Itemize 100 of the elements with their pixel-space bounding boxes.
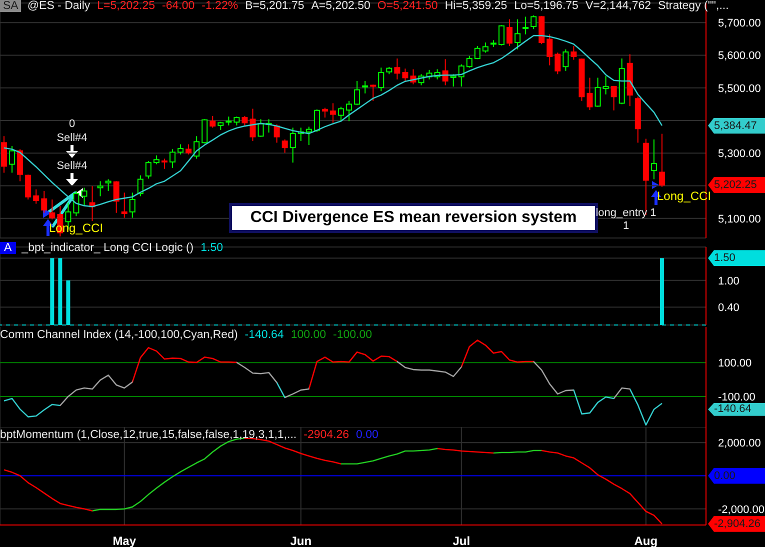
candlestick <box>274 124 280 144</box>
candlestick <box>530 14 537 30</box>
candlestick <box>450 74 456 88</box>
candlestick <box>474 46 480 60</box>
chart-title: bptMomentum (1,Close,12,true,15,false,false,1,19,3,1,1,... <box>0 429 297 441</box>
annotation: 100.00 <box>290 329 326 341</box>
candlestick <box>194 136 200 160</box>
annotation: 1.50 <box>200 242 224 254</box>
candlestick <box>290 127 296 164</box>
annotation: A <box>0 242 16 254</box>
candlestick <box>113 180 120 214</box>
annotation: -2904.26 <box>304 429 350 441</box>
annotation: A=5,202.50 <box>311 0 370 12</box>
candlestick <box>354 80 360 106</box>
candlestick <box>97 180 104 197</box>
annotation: B=5,201.75 <box>245 0 304 12</box>
candlestick <box>202 118 208 144</box>
annotation: -64.00 <box>162 0 195 12</box>
annotation: 0.00 <box>356 429 378 441</box>
candlestick <box>210 115 216 128</box>
chart-title: Comm Channel Index (14,-100,100,Cyan,Red) <box>0 329 238 341</box>
annotation: -1.22% <box>202 0 238 12</box>
candlestick <box>81 187 88 207</box>
candlestick <box>658 133 665 188</box>
candlestick <box>250 108 256 142</box>
y-tick-label: -100.00 <box>718 391 756 404</box>
candlestick <box>186 144 192 155</box>
text: 5,202.25 <box>714 179 757 192</box>
candlestick <box>506 18 513 47</box>
candlestick <box>522 16 529 35</box>
candlestick <box>178 144 184 155</box>
y-tick-label: 0.40 <box>718 302 740 314</box>
annotation: Hi=5,359.25 <box>444 0 508 12</box>
candlestick <box>458 64 464 88</box>
candlestick <box>650 138 657 180</box>
candlestick <box>33 188 40 204</box>
candlestick <box>25 174 32 200</box>
annotation: CCI Divergence ES mean reversion system <box>250 209 577 226</box>
annotation: -100.00 <box>333 329 372 341</box>
candlestick <box>9 145 16 174</box>
candlestick <box>594 77 601 108</box>
candlestick <box>258 118 264 138</box>
candlestick <box>330 102 336 124</box>
y-tick-label: 5,300.00 <box>718 148 761 160</box>
candlestick <box>105 178 112 192</box>
annotation: -140.64 <box>244 329 284 341</box>
annotation: long_entry 1 <box>596 207 656 219</box>
candlestick <box>338 106 344 122</box>
annotation: Sell#4 <box>56 131 88 146</box>
line-series <box>3 340 663 426</box>
candlestick <box>554 52 561 75</box>
candlestick <box>282 138 288 154</box>
x-tick-label: Jul <box>452 534 470 547</box>
candlestick <box>498 24 504 46</box>
candlestick <box>402 68 408 82</box>
x-tick-label: Jun <box>290 534 312 547</box>
chart-title: _bpt_indicator_ Long CCI Logic () <box>22 242 194 254</box>
annotation: 0 <box>68 117 76 132</box>
candlestick <box>242 115 248 127</box>
candlestick <box>394 58 400 80</box>
annotation: Sell#4 <box>56 159 88 174</box>
candlestick <box>378 67 384 92</box>
candlestick <box>73 190 80 217</box>
candlestick <box>41 190 48 214</box>
text: 5,384.47 <box>708 118 765 134</box>
y-tick-label: -2,000.00 <box>718 504 764 516</box>
candlestick <box>306 126 312 146</box>
candlestick <box>602 76 609 95</box>
y-tick-label: 5,500.00 <box>718 82 761 95</box>
candlestick <box>610 85 617 111</box>
y-tick-label: 100.00 <box>718 358 752 370</box>
annotation: V=2,144,762 <box>585 0 651 12</box>
text: -140.64 <box>708 402 765 416</box>
y-tick-label: 2,000.00 <box>718 438 761 450</box>
text: 0.00 <box>708 468 765 484</box>
text: -2,904.26 <box>708 516 765 532</box>
y-tick-label: 5,600.00 <box>718 50 761 62</box>
candlestick <box>17 148 24 182</box>
candlestick <box>145 160 152 180</box>
candlestick <box>362 80 368 94</box>
candlestick <box>482 42 488 54</box>
candlestick <box>1 136 7 174</box>
candlestick <box>514 18 521 50</box>
candlestick <box>314 108 320 132</box>
annotation: SA <box>0 0 22 12</box>
annotation: Lo=5,196.75 <box>514 0 578 12</box>
annotation: 1 <box>622 220 630 232</box>
y-tick-label: 5,100.00 <box>718 213 761 226</box>
candlestick <box>466 55 472 68</box>
candlestick <box>170 148 176 168</box>
candlestick <box>370 84 376 102</box>
y-tick-label: 1.00 <box>718 275 740 288</box>
candlestick <box>586 77 593 111</box>
candlestick <box>121 192 128 218</box>
candlestick <box>570 46 577 60</box>
candlestick <box>546 34 553 66</box>
candlestick <box>129 192 136 218</box>
annotation: O=5,241.50 <box>377 0 438 12</box>
candlestick <box>49 198 56 220</box>
candlestick <box>322 107 328 118</box>
